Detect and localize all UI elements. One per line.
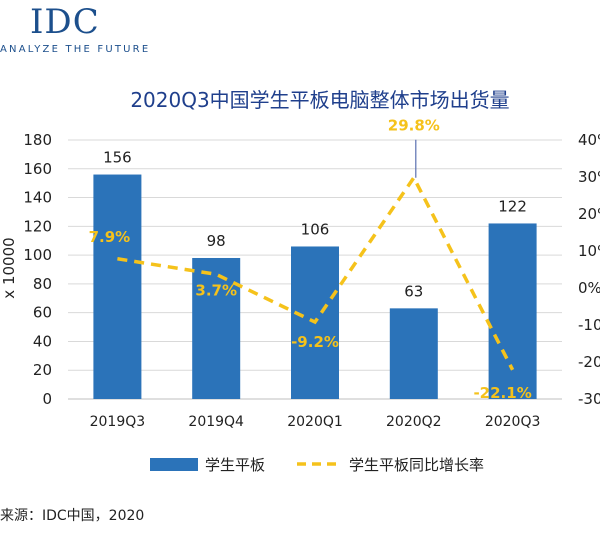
y-tick-label: 120 xyxy=(23,217,52,235)
bar xyxy=(488,223,537,399)
bar-data-label: 106 xyxy=(301,220,330,238)
legend-label: 学生平板 xyxy=(205,456,265,474)
line-data-label: -9.2% xyxy=(291,333,339,351)
bar-data-label: 122 xyxy=(498,197,527,215)
logo-text: IDC xyxy=(30,2,100,42)
chart-title: 2020Q3中国学生平板电脑整体市场出货量 xyxy=(130,88,509,112)
y2-tick-label: 40% xyxy=(578,131,600,149)
bars: 156 98 106 63 122 xyxy=(93,149,537,399)
y-tick-label: 100 xyxy=(23,246,52,264)
y-tick-label: 0 xyxy=(42,390,52,408)
idc-logo: IDC ANALYZE THE FUTURE xyxy=(0,0,148,60)
bar-data-label: 63 xyxy=(404,282,423,300)
line-data-label: 29.8% xyxy=(388,117,440,135)
grid xyxy=(68,139,562,400)
y2-tick-label: -20% xyxy=(578,353,600,371)
bar xyxy=(192,257,241,399)
bar xyxy=(93,174,142,399)
y2-tick-label: 10% xyxy=(578,242,600,260)
line-data-label: 7.9% xyxy=(89,228,131,246)
growth-line-path xyxy=(117,174,515,371)
y-tick-label: 60 xyxy=(33,304,52,322)
y2-tick-label: -30% xyxy=(578,390,600,408)
x-tick-label: 2019Q4 xyxy=(188,414,244,430)
y-tick-label: 20 xyxy=(33,361,52,379)
line-data-label: 3.7% xyxy=(195,281,237,299)
source-note: 来源：IDC中国，2020 xyxy=(0,508,145,524)
bar-data-label: 156 xyxy=(103,149,132,167)
y-tick-label: 180 xyxy=(23,131,52,149)
x-axis: 2019Q3 2019Q4 2020Q1 2020Q2 2020Q3 xyxy=(90,414,541,430)
legend-swatch-bar xyxy=(150,458,198,471)
y-axis: 0 20 40 60 80 100 120 140 160 180 xyxy=(23,131,52,408)
y-tick-label: 140 xyxy=(23,189,52,207)
growth-line: 7.9% 3.7% -9.2% 29.8% -22.1% xyxy=(89,117,532,402)
legend: 学生平板 学生平板同比增长率 xyxy=(150,456,484,474)
x-tick-label: 2019Q3 xyxy=(90,414,146,430)
logo-tagline: ANALYZE THE FUTURE xyxy=(0,44,151,55)
y-axis-label: x 10000 xyxy=(0,237,18,298)
legend-label: 学生平板同比增长率 xyxy=(349,456,484,474)
bar-data-label: 98 xyxy=(207,232,226,250)
x-tick-label: 2020Q1 xyxy=(287,414,343,430)
x-tick-label: 2020Q2 xyxy=(386,414,442,430)
y-tick-label: 160 xyxy=(23,160,52,178)
line-data-label: -22.1% xyxy=(473,384,531,402)
bar xyxy=(389,308,438,399)
y2-tick-label: 0% xyxy=(578,279,600,297)
y2-tick-label: -10% xyxy=(578,316,600,334)
y-tick-label: 80 xyxy=(33,275,52,293)
y-tick-label: 40 xyxy=(33,332,52,350)
x-tick-label: 2020Q3 xyxy=(485,414,541,430)
y2-tick-label: 20% xyxy=(578,205,600,223)
y2-axis: -30% -20% -10% 0% 10% 20% 30% 40% xyxy=(578,131,600,408)
y2-tick-label: 30% xyxy=(578,168,600,186)
chart: 2020Q3中国学生平板电脑整体市场出货量 0 20 40 60 80 100 120 140… xyxy=(0,88,600,474)
